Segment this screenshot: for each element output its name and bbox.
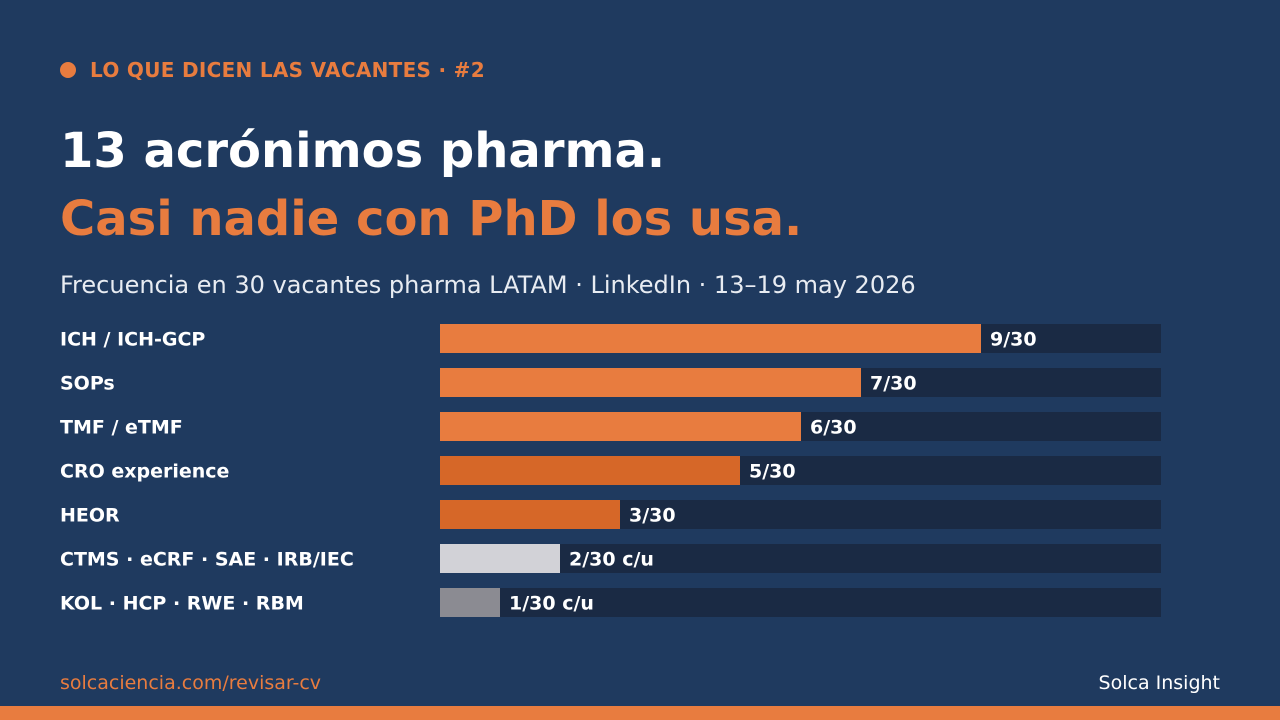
title-line-1: 13 acrónimos pharma. xyxy=(60,123,666,179)
value-label: 6/30 xyxy=(810,417,857,439)
bar xyxy=(440,500,620,529)
value-label: 5/30 xyxy=(749,461,796,483)
category-label: TMF / eTMF xyxy=(60,417,183,439)
value-label: 3/30 xyxy=(629,505,676,527)
bar xyxy=(440,412,801,441)
kicker-text: LO QUE DICEN LAS VACANTES · #2 xyxy=(90,58,485,82)
footer-brand: Solca Insight xyxy=(1098,672,1220,694)
title-line-2: Casi nadie con PhD los usa. xyxy=(60,191,803,247)
kicker: LO QUE DICEN LAS VACANTES · #2 xyxy=(60,58,485,82)
category-label: KOL · HCP · RWE · RBM xyxy=(60,593,304,615)
bar xyxy=(440,456,740,485)
bar xyxy=(440,544,560,573)
bar xyxy=(440,588,500,617)
chart-subtitle: Frecuencia en 30 vacantes pharma LATAM ·… xyxy=(60,271,916,299)
value-label: 9/30 xyxy=(990,329,1037,351)
bar-track xyxy=(440,544,1161,573)
value-label: 1/30 c/u xyxy=(509,593,594,615)
value-label: 2/30 c/u xyxy=(569,549,654,571)
bar-track xyxy=(440,588,1161,617)
bar xyxy=(440,324,981,353)
category-label: HEOR xyxy=(60,505,120,527)
bar xyxy=(440,368,861,397)
bottom-accent-bar xyxy=(0,706,1280,720)
category-label: CRO experience xyxy=(60,461,229,483)
category-label: CTMS · eCRF · SAE · IRB/IEC xyxy=(60,549,354,571)
category-label: ICH / ICH-GCP xyxy=(60,329,205,351)
value-label: 7/30 xyxy=(870,373,917,395)
kicker-dot-icon xyxy=(60,62,76,78)
footer-link[interactable]: solcaciencia.com/revisar-cv xyxy=(60,672,322,694)
category-label: SOPs xyxy=(60,373,115,395)
